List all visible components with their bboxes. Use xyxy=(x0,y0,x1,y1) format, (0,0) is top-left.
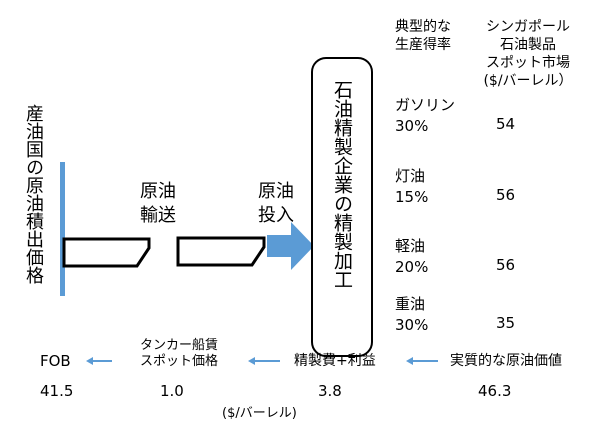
product-yield: 15% xyxy=(395,188,429,206)
tanker-value: 1.0 xyxy=(160,382,184,400)
tanker-shape-1 xyxy=(62,237,151,268)
input-label: 原油 投入 xyxy=(258,180,294,228)
refinery-box xyxy=(311,57,373,357)
product-row: 軽油 20% xyxy=(395,236,428,278)
product-row: 重油 30% xyxy=(395,294,428,336)
tanker-label-line1: タンカー船賃 xyxy=(139,338,218,353)
fob-value: 41.5 xyxy=(40,382,74,400)
producer-label: 産油国の原油積出価格 xyxy=(23,104,44,284)
yield-header: 典型的な 生産得率 xyxy=(395,18,451,54)
product-yield: 30% xyxy=(395,316,429,334)
producer-bar xyxy=(60,162,65,296)
refinery-label: 石油精製企業の精製加工 xyxy=(331,80,353,289)
transport-label-line1: 原油 xyxy=(140,181,176,202)
bottom-arrow-1 xyxy=(86,357,112,365)
tanker-label: タンカー船賃 スポット価格 xyxy=(126,338,232,370)
market-header: シンガポール 石油製品 スポット市場 ($/バーレル） xyxy=(472,18,584,90)
market-header-line3: スポット市場 xyxy=(486,55,570,71)
product-name: ガソリン xyxy=(395,96,456,114)
bottom-arrow-2 xyxy=(248,357,280,365)
crude-label: 実質的な原油価値 xyxy=(450,353,562,369)
market-header-line1: シンガポール xyxy=(486,19,570,35)
product-price: 54 xyxy=(496,115,516,133)
product-yield: 30% xyxy=(395,117,429,135)
market-header-line2: 石油製品 xyxy=(500,37,556,53)
yield-header-line2: 生産得率 xyxy=(395,37,451,53)
product-price: 35 xyxy=(496,314,516,332)
refining-value: 3.8 xyxy=(318,382,342,400)
tanker-label-line2: スポット価格 xyxy=(139,354,218,369)
product-price: 56 xyxy=(496,186,516,204)
unit-label: ($/バーレル) xyxy=(222,406,297,421)
transport-label-line2: 輸送 xyxy=(140,205,176,226)
product-price: 56 xyxy=(496,256,516,274)
fob-label: FOB xyxy=(40,352,71,370)
product-name: 重油 xyxy=(395,295,426,313)
product-name: 灯油 xyxy=(395,167,426,185)
crude-value: 46.3 xyxy=(478,382,512,400)
yield-header-line1: 典型的な xyxy=(395,19,451,35)
product-row: ガソリン 30% xyxy=(395,95,455,137)
input-label-line2: 投入 xyxy=(258,205,294,226)
bottom-arrow-3 xyxy=(406,357,438,365)
tanker-shape-2 xyxy=(176,236,266,267)
product-row: 灯油 15% xyxy=(395,166,428,208)
transport-label: 原油 輸送 xyxy=(140,180,176,228)
product-yield: 20% xyxy=(395,258,429,276)
input-arrow xyxy=(267,222,314,270)
input-label-line1: 原油 xyxy=(258,181,294,202)
refining-label: 精製費+利益 xyxy=(294,353,376,369)
product-name: 軽油 xyxy=(395,237,426,255)
market-header-line4: ($/バーレル） xyxy=(483,73,573,89)
